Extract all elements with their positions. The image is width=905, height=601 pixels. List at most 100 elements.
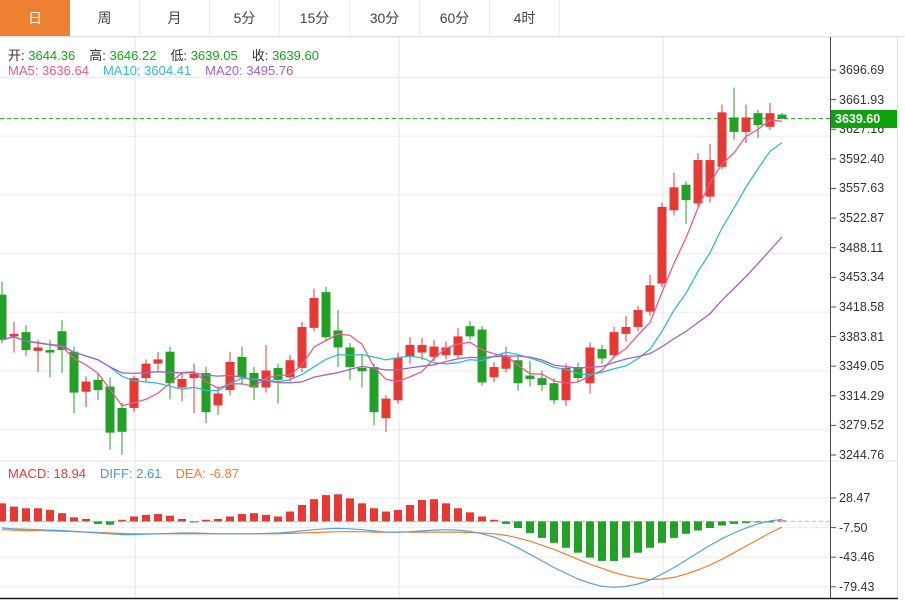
macd-hist-bar <box>130 516 138 522</box>
candle-body <box>621 327 631 334</box>
candle-body <box>93 379 103 391</box>
macd-hist-bar <box>106 521 114 525</box>
candle-body <box>633 309 643 328</box>
candle-body <box>309 298 319 328</box>
candle-body <box>285 360 295 378</box>
macd-hist-bar <box>466 512 474 522</box>
tab-timeframe-2[interactable]: 月 <box>140 0 210 36</box>
macd-hist-bar <box>754 521 762 523</box>
macd-hist-bar <box>442 503 450 522</box>
macd-hist-bar <box>694 521 702 531</box>
macd-hist-bar <box>46 509 54 522</box>
macd-hist-bar <box>142 514 150 522</box>
macd-hist-bar <box>274 516 282 522</box>
indicator-value: 低: 3639.05 <box>170 48 238 63</box>
tab-timeframe-3[interactable]: 5分 <box>210 0 280 36</box>
candle-body <box>129 378 139 408</box>
macd-hist-bar <box>94 521 102 524</box>
macd-hist-bar <box>730 521 738 524</box>
macd-hist-bar <box>70 517 78 522</box>
macd-hist-bar <box>766 521 774 523</box>
macd-hist-bar <box>34 508 42 522</box>
macd-tick-label: -43.46 <box>839 550 875 565</box>
tab-timeframe-1[interactable]: 周 <box>70 0 140 36</box>
macd-hist-bar <box>118 519 126 522</box>
macd-hist-bar <box>262 514 270 522</box>
candle-body <box>261 370 271 388</box>
macd-tick-label: -7.50 <box>839 520 868 535</box>
last-price-tag: 3639.60 <box>831 109 897 128</box>
candle-body <box>393 357 403 401</box>
macd-hist-bar <box>310 499 318 522</box>
candle-body <box>453 336 463 356</box>
macd-hist-bar <box>22 508 30 522</box>
macd-hist-bar <box>58 513 66 522</box>
candle-body <box>117 407 127 432</box>
candle-body <box>777 114 787 119</box>
macd-hist-bar <box>214 518 222 522</box>
candle-body <box>561 367 571 401</box>
candle-body <box>177 378 187 388</box>
ma5-line <box>1 119 783 407</box>
timeframe-tabbar: 日周月 5分 15分 30分 60分 4时 <box>0 0 905 37</box>
candle-body <box>477 329 487 383</box>
macd-hist-bar <box>370 508 378 522</box>
macd-hist-bar <box>298 504 306 522</box>
macd-hist-bar <box>574 521 582 553</box>
candle-body <box>597 349 607 359</box>
indicator-value: DIFF: 2.61 <box>100 466 162 481</box>
candle-body <box>369 367 379 413</box>
indicator-value: 高: 3646.22 <box>89 48 157 63</box>
indicator-value: MA20: 3495.76 <box>205 63 294 78</box>
candle-body <box>141 363 151 379</box>
candle-body <box>489 367 499 378</box>
candle-body <box>513 360 523 384</box>
price-tick-label: 3522.87 <box>839 211 885 226</box>
candle-body <box>333 330 343 348</box>
candle-body <box>753 113 763 126</box>
macd-hist-bar <box>742 521 750 524</box>
candle-body <box>705 160 715 197</box>
candle-body <box>465 326 475 337</box>
price-tick-label: 3418.58 <box>839 299 885 314</box>
candle-body <box>525 375 535 379</box>
tab-timeframe-6[interactable]: 60分 <box>420 0 490 36</box>
macd-hist-bar <box>418 500 426 522</box>
candle-body <box>429 346 439 357</box>
indicator-value: MA10: 3604.41 <box>102 63 192 78</box>
ohlc-info: 开: 3644.36 高: 3646.22 低: 3639.05 收: 3639.60 <box>8 45 333 64</box>
candle-body <box>405 344 415 357</box>
macd-hist-bar <box>706 521 714 529</box>
candle-body <box>381 398 391 419</box>
macd-hist-bar <box>0 503 6 522</box>
candle-body <box>57 331 67 351</box>
indicator-value: MA5: 3636.64 <box>8 63 89 78</box>
tab-timeframe-7[interactable]: 4时 <box>490 0 560 36</box>
macd-hist-bar <box>226 516 234 522</box>
tab-timeframe-5[interactable]: 30分 <box>350 0 420 36</box>
price-tick-label: 3696.69 <box>839 63 885 77</box>
candle-body <box>0 294 7 340</box>
macd-hist-bar <box>634 521 642 553</box>
candle-body <box>273 367 283 380</box>
macd-hist-bar <box>190 521 198 523</box>
candle-body <box>645 285 655 312</box>
macd-hist-bar <box>778 520 786 522</box>
macd-tick-label: -79.43 <box>839 579 875 594</box>
candle-body <box>105 386 115 433</box>
tab-timeframe-0[interactable]: 日 <box>0 0 70 36</box>
macd-hist-bar <box>646 521 654 548</box>
macd-hist-bar <box>394 509 402 522</box>
macd-hist-bar <box>490 519 498 522</box>
ma-info: MA5: 3636.64 MA10: 3604.41 MA20: 3495.76 <box>8 63 307 78</box>
macd-info: MACD: 18.94 DIFF: 2.61 DEA: -6.87 <box>8 466 253 481</box>
tab-timeframe-4[interactable]: 15分 <box>280 0 350 36</box>
indicator-value: 开: 3644.36 <box>8 48 76 63</box>
ma10-line <box>1 142 783 392</box>
price-tick-label: 3453.34 <box>839 270 885 285</box>
candle-body <box>549 383 559 401</box>
candle-body <box>585 347 595 384</box>
price-tick-label: 3488.11 <box>839 240 884 255</box>
